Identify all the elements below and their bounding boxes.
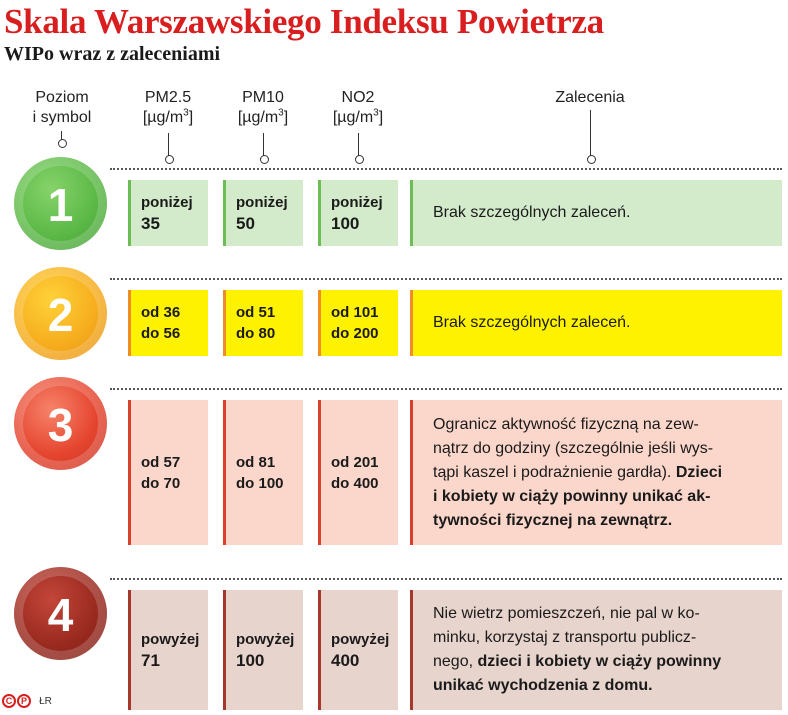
column-header-pm25-name: PM2.5 (144, 89, 192, 106)
level-4-pm25: powyżej 71 (128, 590, 208, 710)
pointer-pin-no2 (355, 133, 364, 164)
column-header-level-line2: i symbol (32, 109, 92, 126)
row-separator (110, 388, 782, 390)
level-4-recommendation: Nie wietrz pomieszczeń, nie pal w ko- mi… (410, 590, 782, 710)
level-3-pm25: od 57 do 70 (128, 400, 208, 545)
level-2-pm25: od 36 do 56 (128, 290, 208, 356)
level-4-pm10: powyżej 100 (223, 590, 303, 710)
column-header-recommendations-label: Zalecenia (555, 89, 625, 106)
level-2-number: 2 (47, 288, 74, 341)
column-header-pm10-name: PM10 (242, 89, 284, 106)
level-3-no2: od 201 do 400 (318, 400, 398, 545)
column-header-recommendations: Zalecenia (540, 88, 640, 108)
level-3-recommendation: Ogranicz aktywność fizyczną na zew- nątr… (410, 400, 782, 545)
level-2-no2: od 101 do 200 (318, 290, 398, 356)
level-4-no2: powyżej 400 (318, 590, 398, 710)
copyright-icon: C (2, 694, 16, 708)
level-2-pm10: od 51 do 80 (223, 290, 303, 356)
level-2-badge: 2 (14, 267, 107, 360)
level-1-badge: 1 (14, 157, 107, 250)
level-3-badge: 3 (14, 377, 107, 470)
page-title: Skala Warszawskiego Indeksu Powietrza (4, 2, 604, 41)
column-header-level-line1: Poziom (35, 89, 89, 106)
level-1-pm25: poniżej 35 (128, 180, 208, 246)
column-header-no2: NO2 [µg/m3] (318, 88, 398, 128)
author-initials: ŁR (39, 696, 52, 707)
column-header-level: Poziom i symbol (22, 88, 102, 128)
pointer-pin-pm10 (260, 133, 269, 164)
column-header-pm25: PM2.5 [µg/m3] (128, 88, 208, 128)
row-separator (110, 578, 782, 580)
level-1-no2: poniżej 100 (318, 180, 398, 246)
level-3-pm10: od 81 do 100 (223, 400, 303, 545)
publisher-icon: P (17, 694, 31, 708)
row-separator (110, 168, 782, 170)
column-header-pm25-unit: [µg/m3] (142, 107, 194, 126)
level-1-number: 1 (47, 178, 74, 231)
pointer-pin-recommendations (587, 110, 596, 164)
level-4-number: 4 (47, 588, 74, 641)
column-header-pm10-unit: [µg/m3] (237, 107, 289, 126)
level-2-recommendation: Brak szczególnych zaleceń. (410, 290, 782, 356)
row-separator (110, 278, 782, 280)
level-1-pm10: poniżej 50 (223, 180, 303, 246)
page-subtitle: WIPo wraz z zaleceniami (4, 43, 221, 65)
level-4-badge: 4 (14, 567, 107, 660)
pointer-pin-level (58, 131, 67, 148)
column-header-pm10: PM10 [µg/m3] (223, 88, 303, 128)
column-header-no2-unit: [µg/m3] (332, 107, 384, 126)
level-1-recommendation: Brak szczególnych zaleceń. (410, 180, 782, 246)
column-header-no2-name: NO2 (341, 89, 375, 106)
pointer-pin-pm25 (165, 133, 174, 164)
level-3-number: 3 (47, 398, 74, 451)
